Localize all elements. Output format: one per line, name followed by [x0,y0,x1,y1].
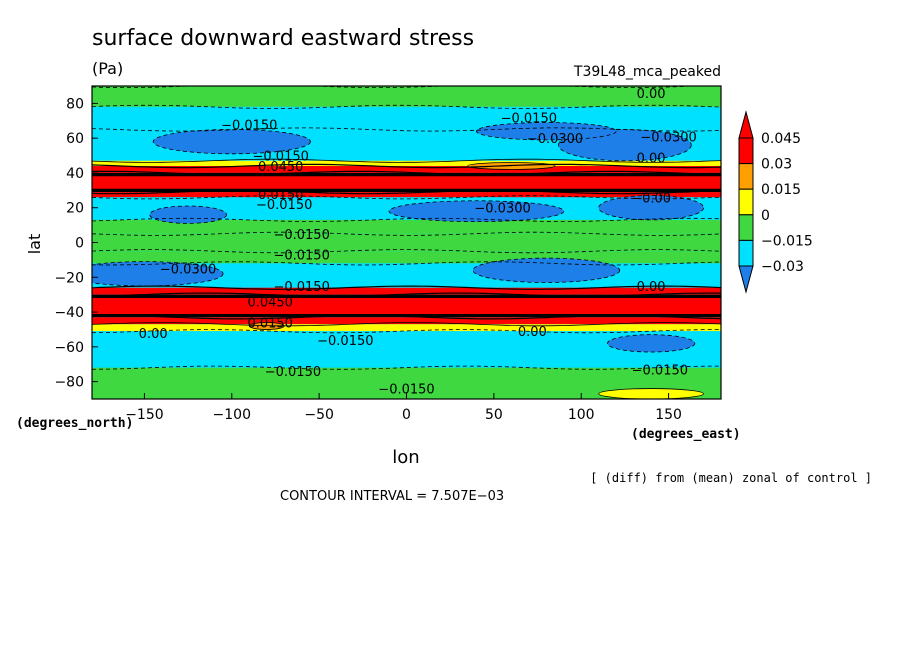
x-tick-label-3: 0 [402,407,411,423]
colorbar-swatch-0 [738,137,754,165]
contour-line-3 [92,158,721,163]
contour-label-10: −0.0300 [474,202,530,217]
x-tick-label-4: 50 [485,407,503,423]
colorbar-swatch-2 [738,188,754,216]
zonal-band-0 [92,86,721,107]
zonal-band-4 [92,165,721,173]
y-axis-units: (degrees_north) [16,416,133,431]
experiment-label: T39L48_mca_peaked [573,64,721,80]
y-axis-label: lat [25,234,44,255]
anomaly-blob-0 [152,129,311,155]
contour-line-6 [92,189,721,195]
y-tick-label-3: 20 [66,201,84,217]
chart-units: (Pa) [92,59,123,78]
x-axis-units: (degrees_east) [631,427,741,442]
contour-label-7: 0.0450 [258,160,304,175]
contour-label-12: −0.0150 [273,228,329,243]
zonal-band-3 [92,160,721,166]
contour-line-12 [92,285,721,290]
anomaly-blob-3 [149,205,227,224]
contour-label-1: −0.0150 [501,111,557,126]
contour-label-21: 0.00 [518,325,547,340]
zonal-band-1 [92,106,721,130]
x-tick-label-5: 100 [568,407,595,423]
contour-label-20: −0.0150 [317,334,373,349]
colorbar-swatch-4 [738,239,754,267]
stress-field [92,86,721,399]
zonal-band-14 [92,317,721,325]
contour-label-23: −0.0150 [632,363,688,378]
contour-label-24: −0.0150 [378,383,434,398]
x-tick-label-0: −150 [125,407,163,423]
contour-label-16: −0.0150 [273,280,329,295]
jet-core-0 [92,175,721,190]
contour-label-14: −0.0300 [160,263,216,278]
zonal-band-12 [92,287,721,295]
anomaly-blob-7 [472,257,621,283]
contour-label-19: 0.00 [139,327,168,342]
y-tick-label-7: −60 [54,340,84,356]
colorbar-swatch-3 [738,214,754,241]
contour-line-4 [92,163,721,169]
y-tick-label-1: 60 [66,131,84,147]
colorbar-label-4: −0.015 [761,233,813,249]
contour-line-15 [92,322,721,327]
zonal-band-10 [92,251,721,264]
colorbar-label-1: 0.03 [761,157,792,173]
x-tick-label-1: −100 [213,407,251,423]
y-axis-ticks: 80 60 40 20 0 −20 −40 −60 −80 [54,96,98,391]
contour-label-9: −0.0150 [256,198,312,213]
anomaly-blob-4 [388,200,565,223]
colorbar-swatch-1 [738,163,754,190]
contour-label-3: −0.0300 [527,132,583,147]
colorbar-label-5: −0.03 [761,259,804,275]
jet-core-1 [92,297,721,315]
contour-labels: 0.00−0.0150−0.0150−0.0300 −0.0300−0.0150 0… [139,87,697,398]
zonal-band-6 [92,192,721,198]
zonal-band-16 [92,331,721,368]
anomaly-blob-2 [475,122,617,141]
contour-label-15: 0.00 [637,280,666,295]
x-axis-ticks: −150 −100 −50 0 50 100 150 [125,393,682,423]
colorbar-top-arrow [738,110,754,139]
contour-label-6: 0.00 [637,151,666,166]
anomaly-blob-6 [92,261,224,287]
y-tick-label-4: 0 [75,236,84,252]
colorbar: 0.045 0.03 0.015 0 −0.015 −0.03 [738,110,813,294]
chart-title: surface downward eastward stress [92,26,474,51]
contour-label-13: −0.0150 [273,249,329,264]
colorbar-label-2: 0.015 [761,182,801,198]
y-tick-label-5: −20 [54,270,84,286]
anomaly-blob-8 [607,334,696,353]
x-tick-label-6: 150 [655,407,682,423]
contour-label-2: −0.0150 [221,118,277,133]
x-axis-label: lon [392,447,419,468]
y-tick-label-2: 40 [66,166,84,182]
plot-area: 0.00−0.0150−0.0150−0.0300 −0.0300−0.0150 0… [91,85,722,400]
zonal-band-15 [92,324,721,332]
contour-label-22: −0.0150 [265,365,321,380]
contour-label-11: −0.00 [631,191,671,206]
colorbar-label-3: 0 [761,208,770,224]
contour-label-8: 0.0150 [258,188,304,203]
contour-label-0: 0.00 [637,87,666,102]
contour-lines [92,86,721,370]
colorbar-label-0: 0.045 [761,131,801,147]
contour-label-18: 0.0150 [247,316,293,331]
contour-label-4: −0.0300 [640,130,696,145]
anomaly-blob-11 [598,388,704,399]
contour-label-17: 0.0450 [247,296,293,311]
zonal-band-9 [92,233,721,252]
y-tick-label-0: 80 [66,96,84,112]
colorbar-bottom-arrow [738,265,754,294]
anomaly-blob-5 [598,195,704,221]
contour-label-5: −0.0150 [253,150,309,165]
y-tick-label-6: −40 [54,305,84,321]
x-tick-label-2: −50 [304,407,334,423]
contour-interval: CONTOUR INTERVAL = 7.507E−03 [280,489,504,504]
y-tick-label-8: −80 [54,375,84,391]
diff-note: [ (diff) from (mean) zonal of control ] [590,471,872,485]
zonal-band-8 [92,219,721,234]
